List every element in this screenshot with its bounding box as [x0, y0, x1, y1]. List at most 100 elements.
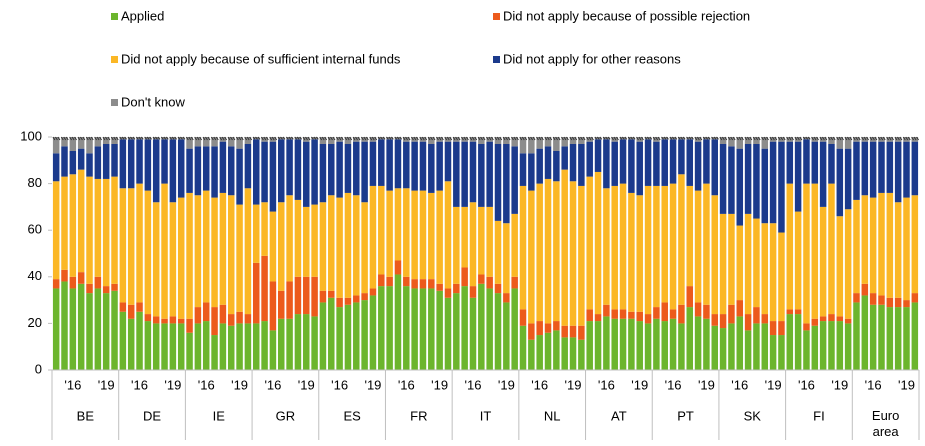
bar-segment — [744, 143, 752, 214]
bar-segment — [394, 139, 402, 189]
bar-segment — [603, 316, 610, 370]
hatch — [305, 136, 308, 141]
bar-segment — [161, 183, 168, 319]
hatch — [661, 136, 664, 140]
bar-segment — [778, 232, 785, 322]
bar-segment — [886, 307, 894, 370]
bar-segment — [736, 225, 744, 301]
hatch — [494, 136, 498, 141]
bar-segment — [586, 137, 593, 142]
bar-segment — [461, 206, 468, 268]
bar-segment — [77, 148, 85, 170]
bar-segment — [319, 202, 327, 291]
bar-segment — [219, 192, 227, 305]
hatch — [699, 136, 703, 141]
hatch — [766, 136, 769, 141]
hatch — [888, 136, 892, 141]
hatch — [185, 136, 189, 141]
bar-segment — [336, 297, 343, 308]
hatch — [882, 136, 886, 141]
bar-segment — [261, 202, 268, 256]
bar-segment — [369, 141, 377, 186]
bar-segment — [553, 321, 560, 331]
bar-segment — [353, 302, 360, 370]
hatch — [594, 136, 598, 140]
bar-segment — [186, 148, 193, 193]
hatch — [177, 136, 181, 140]
bar-segment — [227, 314, 235, 326]
x-tick-label: '16 — [598, 377, 615, 392]
x-tick-label: '19 — [831, 377, 848, 392]
bar-segment — [911, 195, 919, 294]
bar-segment — [844, 318, 852, 324]
bar-segment — [227, 146, 235, 196]
bar-segment — [94, 146, 102, 179]
bar-segment — [736, 300, 744, 317]
hatch — [496, 136, 500, 141]
x-tick-label: '16 — [865, 377, 882, 392]
bar-segment — [219, 304, 227, 324]
bar-segment — [728, 137, 735, 147]
bar-segment — [569, 143, 577, 182]
bar-segment — [528, 323, 535, 340]
bar-segment — [786, 141, 794, 184]
bar-segment — [61, 176, 68, 270]
bar-segment — [444, 288, 452, 298]
bar-segment — [578, 325, 585, 340]
bar-segment — [469, 297, 477, 370]
bar-segment — [211, 335, 218, 370]
hatch — [907, 136, 911, 141]
bar-segment — [386, 190, 393, 277]
hatch — [624, 136, 628, 140]
hatch — [580, 136, 584, 141]
hatch — [538, 136, 542, 141]
hatch — [541, 136, 544, 141]
bar-segment — [561, 137, 568, 147]
bar-segment — [553, 330, 560, 370]
hatch — [827, 136, 831, 141]
bar-segment — [311, 204, 318, 277]
bar-segment — [811, 141, 819, 184]
bar-segment — [836, 137, 844, 149]
hatch — [663, 136, 667, 140]
hatch — [282, 136, 286, 140]
bar-segment — [344, 304, 352, 370]
bar-segment — [719, 328, 727, 370]
x-tick-label: '19 — [298, 377, 315, 392]
bar-segment — [811, 325, 819, 370]
bar-segment — [686, 307, 693, 370]
hatch — [863, 136, 867, 141]
bar-segment — [628, 318, 635, 370]
bar-segment — [703, 139, 710, 184]
bar-segment — [803, 139, 810, 184]
group-label: FR — [410, 408, 427, 423]
bar-segment — [894, 202, 902, 298]
hatch — [105, 136, 108, 141]
hatch — [263, 136, 267, 141]
bar-segment — [903, 307, 910, 370]
hatch — [774, 136, 778, 141]
hatch — [507, 136, 511, 141]
hatch — [235, 136, 239, 141]
bar-segment — [703, 304, 710, 319]
bar-segment — [861, 283, 869, 296]
bar-segment — [769, 335, 777, 370]
bar-segment — [61, 146, 68, 177]
hatch — [605, 136, 609, 140]
hatch — [871, 136, 875, 141]
bar-segment — [94, 178, 102, 277]
hatch — [566, 136, 569, 141]
bar-segment — [319, 143, 327, 203]
hatch — [721, 136, 725, 141]
legend-label: Did not apply because of possible reject… — [503, 8, 750, 23]
bar-segment — [169, 323, 177, 370]
bar-segment — [719, 314, 727, 329]
bar-segment — [811, 318, 819, 326]
hatch — [144, 136, 147, 140]
bar-segment — [52, 137, 60, 154]
bar-segment — [136, 183, 143, 303]
hatch — [269, 136, 273, 141]
bar-segment — [678, 304, 685, 324]
bar-segment — [436, 137, 443, 142]
bar-segment — [761, 314, 769, 324]
